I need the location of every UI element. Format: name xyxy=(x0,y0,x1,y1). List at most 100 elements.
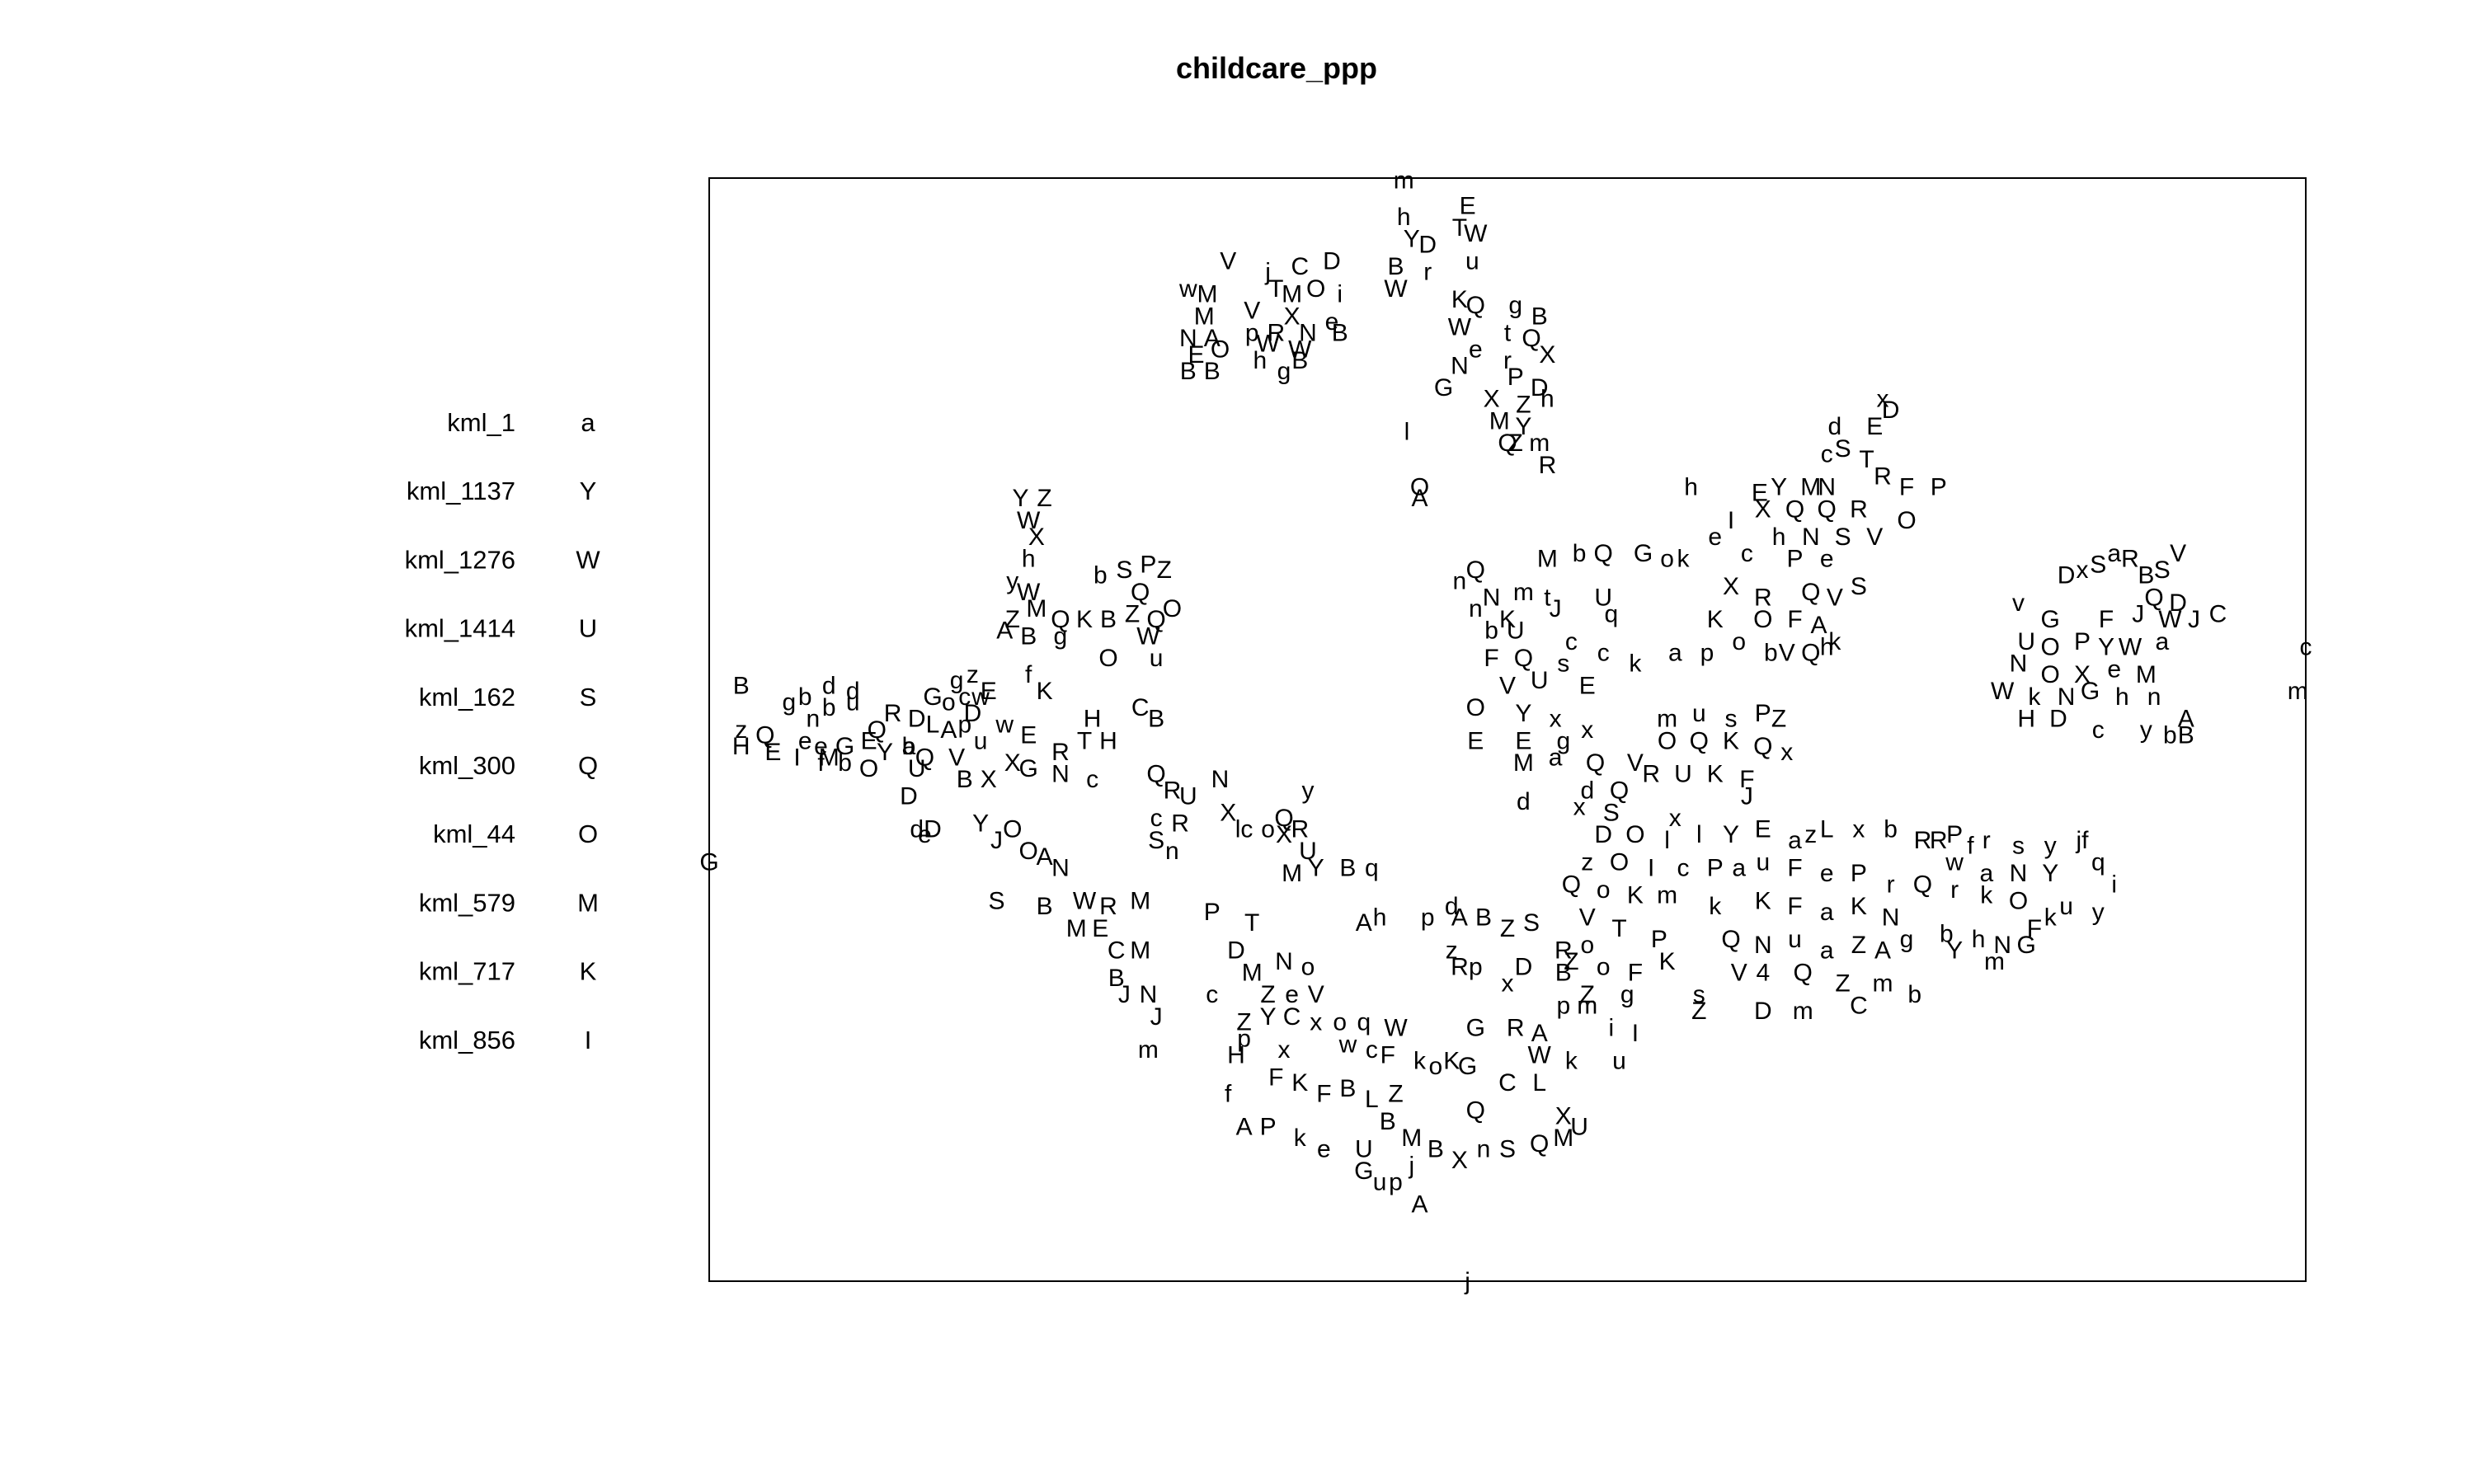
scatter-point: C xyxy=(1131,694,1150,721)
legend-label: kml_1276 xyxy=(405,545,515,574)
scatter-point: B xyxy=(1332,319,1348,346)
scatter-point: F xyxy=(1787,893,1802,920)
scatter-point: J xyxy=(2188,606,2200,633)
scatter-point: S xyxy=(1499,1135,1516,1162)
scatter-point: n xyxy=(1453,567,1467,594)
scatter-point: f xyxy=(1025,661,1032,688)
scatter-point: h xyxy=(1022,546,1036,573)
scatter-point: b xyxy=(902,733,916,760)
scatter-point: x xyxy=(1877,386,1889,413)
scatter-point: C xyxy=(1108,937,1126,965)
scatter-point: Y xyxy=(1723,821,1739,848)
scatter-point: c xyxy=(1206,981,1218,1008)
scatter-point: p xyxy=(957,711,971,738)
scatter-point: s xyxy=(1557,650,1569,678)
scatter-point: b xyxy=(822,694,836,721)
scatter-point: X xyxy=(981,766,997,793)
scatter-point: o xyxy=(1660,546,1674,573)
scatter-point: n xyxy=(1477,1135,1491,1162)
scatter-point: z xyxy=(1581,849,1593,876)
scatter-point: Q xyxy=(1594,540,1613,567)
scatter-point: D xyxy=(2058,562,2076,589)
scatter-point: X xyxy=(1484,386,1500,413)
scatter-point: Q xyxy=(1794,959,1813,986)
scatter-point: R xyxy=(1642,761,1660,788)
scatter-point: m xyxy=(1577,993,1597,1020)
scatter-point: F xyxy=(1787,854,1802,881)
scatter-point: m xyxy=(1793,998,1813,1025)
scatter-point: Q xyxy=(1146,761,1165,788)
scatter-point: M xyxy=(1130,887,1150,914)
scatter-point: I xyxy=(1648,854,1654,881)
scatter-point: e xyxy=(918,821,932,848)
scatter-point: o xyxy=(1597,954,1611,981)
scatter-point: a xyxy=(902,733,916,760)
scatter-point: K xyxy=(1076,606,1093,633)
scatter-point: lc xyxy=(1235,815,1253,843)
scatter-point: S xyxy=(1523,909,1540,937)
scatter-point: Z xyxy=(1516,391,1531,418)
scatter-point: H xyxy=(732,733,750,760)
scatter-point: x xyxy=(2077,556,2089,584)
scatter-point: N xyxy=(1818,474,1836,501)
scatter-point: V xyxy=(1827,584,1843,611)
scatter-point: G xyxy=(2017,932,2036,959)
scatter-point: F xyxy=(1739,766,1754,793)
scatter-point: m xyxy=(1984,948,2005,975)
scatter-point: Y xyxy=(1260,1003,1277,1031)
scatter-point: Q xyxy=(1801,639,1820,666)
scatter-point: O xyxy=(1410,474,1429,501)
scatter-point: u xyxy=(1612,1047,1626,1074)
scatter-point: u xyxy=(1465,247,1479,275)
scatter-point: g xyxy=(1900,926,1914,953)
scatter-point: e xyxy=(1317,1135,1331,1162)
plot-frame xyxy=(708,177,2307,1282)
scatter-point: F xyxy=(1628,959,1643,986)
scatter-point: C xyxy=(2209,601,2227,628)
scatter-point: d xyxy=(1517,788,1531,815)
scatter-point: c xyxy=(2300,634,2312,661)
scatter-point: G xyxy=(2081,678,2100,705)
scatter-point: X xyxy=(1723,573,1739,600)
scatter-point: s xyxy=(1725,706,1738,733)
scatter-point: N xyxy=(1299,319,1317,346)
scatter-point: E xyxy=(861,727,877,754)
scatter-point: j xyxy=(1264,259,1271,286)
scatter-point: G xyxy=(1434,374,1453,402)
scatter-point: K xyxy=(1451,286,1468,313)
scatter-point: K xyxy=(1659,948,1676,975)
scatter-point: S xyxy=(1835,435,1851,463)
scatter-point: E xyxy=(1752,479,1768,506)
scatter-point: w xyxy=(971,683,990,711)
scatter-point: J xyxy=(1550,595,1562,622)
scatter-point: G xyxy=(1354,1158,1373,1185)
scatter-point: V xyxy=(1731,959,1747,986)
scatter-point: g xyxy=(1620,981,1634,1008)
scatter-point: H xyxy=(1099,727,1117,754)
scatter-point: R xyxy=(1291,815,1309,843)
scatter-point: N xyxy=(1140,981,1158,1008)
scatter-point: A xyxy=(1236,1114,1253,1141)
scatter-point: X xyxy=(1284,303,1300,330)
scatter-point: h xyxy=(1540,386,1554,413)
legend-label: kml_1414 xyxy=(405,614,515,643)
scatter-point: o xyxy=(1580,932,1594,959)
scatter-point: e xyxy=(1820,860,1834,887)
scatter-point: w xyxy=(1178,275,1197,303)
scatter-point: r xyxy=(1423,259,1432,286)
scatter-point: C xyxy=(1850,993,1868,1020)
scatter-point: b xyxy=(1907,981,1921,1008)
scatter-point: m xyxy=(1529,430,1550,457)
scatter-point: g xyxy=(1277,358,1291,385)
scatter-point: x xyxy=(1310,1009,1322,1036)
legend-symbol: K xyxy=(580,957,597,986)
scatter-point: A xyxy=(1411,485,1427,512)
legend-symbol: O xyxy=(578,819,598,848)
scatter-point: O xyxy=(1211,336,1230,363)
scatter-point: r xyxy=(1982,827,1991,854)
scatter-point: S xyxy=(988,887,1004,914)
scatter-point: g xyxy=(950,667,964,694)
scatter-point: L xyxy=(1820,815,1834,843)
